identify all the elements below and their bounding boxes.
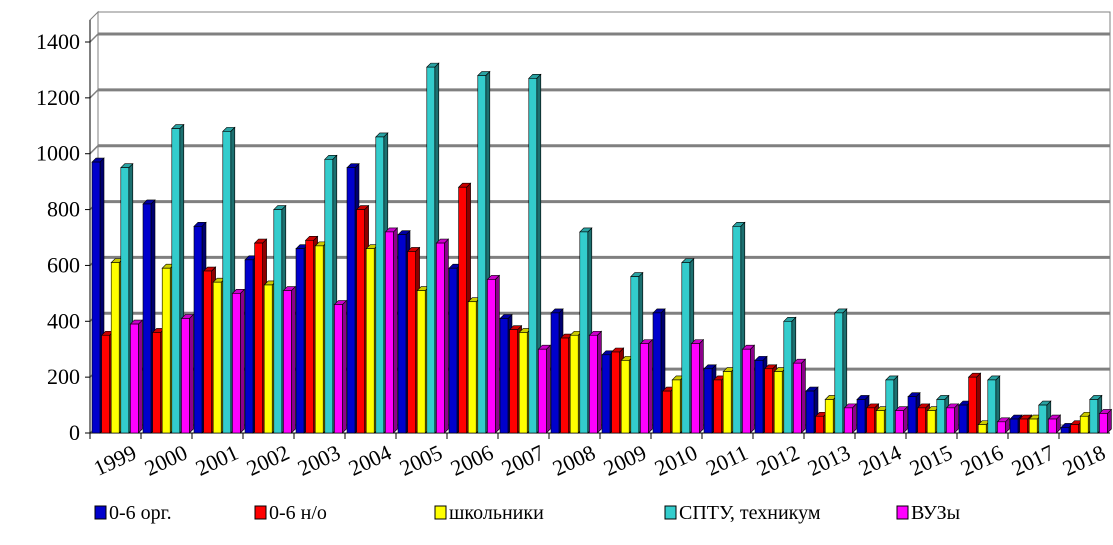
bar: [741, 344, 756, 434]
bar: [231, 288, 246, 434]
legend-label: 0-6 орг.: [109, 502, 172, 524]
bar: [792, 358, 807, 434]
y-tick-label: 0: [69, 420, 80, 445]
x-tick-label: 2012: [753, 440, 803, 481]
x-tick-label: 2002: [243, 440, 293, 481]
y-tick-label: 200: [47, 364, 80, 389]
legend-swatch: [94, 505, 107, 520]
bar: [282, 285, 297, 434]
x-tick-label: 2006: [447, 440, 497, 481]
gridline-depth: [89, 145, 99, 155]
bar: [894, 405, 909, 434]
x-tick-label: 2001: [192, 440, 242, 481]
bar: [1047, 414, 1062, 434]
bar: [805, 386, 819, 434]
x-tick-label: 2007: [498, 440, 548, 481]
y-tick-label: 1200: [36, 85, 80, 110]
x-tick-label: 2016: [957, 440, 1007, 481]
x-tick-label: 1999: [90, 440, 140, 481]
bar: [987, 375, 1001, 434]
x-tick-label: 2005: [396, 440, 446, 481]
x-tick-label: 2003: [294, 440, 344, 481]
x-tick-label: 2009: [600, 440, 650, 481]
legend-label: СПТУ, техникум: [679, 502, 821, 524]
bar: [384, 227, 399, 434]
x-tick-label: 2017: [1008, 440, 1058, 481]
bar: [639, 338, 654, 434]
legend-label: ВУЗы: [911, 502, 960, 524]
legend-label: 0-6 н/о: [269, 502, 327, 524]
x-tick-label: 2013: [804, 440, 854, 481]
bar: [732, 221, 746, 434]
bar: [843, 403, 858, 434]
bar: [180, 313, 195, 434]
bar: [222, 126, 236, 434]
gridline-depth: [89, 89, 99, 99]
bar: [528, 73, 542, 434]
y-tick-label: 400: [47, 308, 80, 333]
y-tick-label: 1000: [36, 141, 80, 166]
x-tick-label: 2010: [651, 440, 701, 481]
legend-label: школьники: [449, 502, 544, 524]
bar: [690, 338, 705, 434]
gridline-depth: [89, 33, 99, 43]
bar: [435, 238, 450, 434]
y-tick-label: 800: [47, 197, 80, 222]
bar: [834, 308, 848, 434]
legend-swatch: [254, 505, 267, 520]
legend-swatch: [434, 505, 447, 520]
bar: [537, 344, 552, 434]
x-tick-label: 2011: [702, 440, 752, 481]
bar: [996, 417, 1011, 434]
y-tick-label: 1400: [36, 29, 80, 54]
bar: [1098, 408, 1113, 434]
x-tick-label: 2008: [549, 440, 599, 481]
bar: [129, 319, 144, 434]
bar: [945, 403, 960, 434]
bar: [333, 299, 348, 434]
x-tick-label: 2000: [141, 440, 191, 481]
x-tick-label: 2014: [855, 440, 905, 481]
legend-swatch: [896, 505, 909, 520]
bar: [588, 330, 603, 434]
x-tick-label: 2015: [906, 440, 956, 481]
y-tick-label: 600: [47, 252, 80, 277]
x-tick-label: 2004: [345, 440, 395, 481]
bar: [486, 274, 501, 434]
x-tick-label: 2018: [1059, 440, 1109, 481]
legend-swatch: [664, 505, 677, 520]
